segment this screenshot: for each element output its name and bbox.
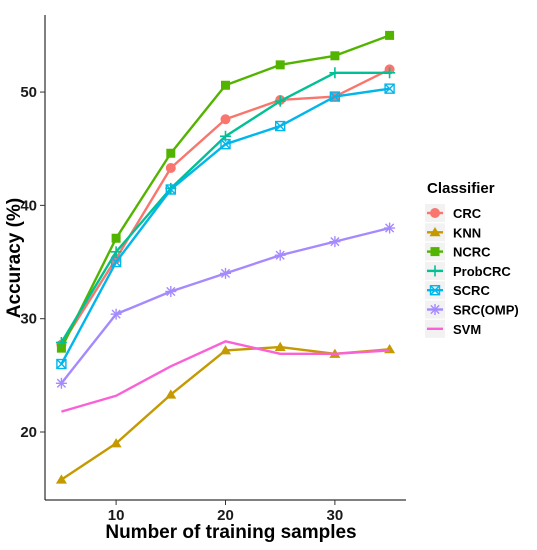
legend: Classifier CRC KNN NCRC ProbCRC SCRC SRC(OMP)…	[425, 180, 519, 338]
data-point-knn	[55, 474, 67, 484]
data-point-src-omp	[110, 308, 122, 320]
series-line-probcrc	[60, 71, 390, 344]
data-point-src-omp	[384, 222, 396, 234]
y-tick-label: 30	[20, 311, 37, 328]
data-point-probcrc	[274, 95, 286, 107]
data-point-ncrc	[56, 343, 66, 353]
x-axis-ticks: 10 20 30	[108, 500, 343, 524]
data-point-crc	[220, 114, 231, 125]
data-point-crc	[165, 162, 176, 173]
data-point-knn	[110, 438, 122, 448]
data-point-probcrc	[110, 246, 122, 258]
data-point-scrc	[384, 83, 395, 94]
data-point-ncrc	[330, 51, 340, 61]
series-src-omp	[55, 222, 396, 389]
legend-label: CRC	[453, 206, 482, 221]
x-tick-label: 30	[327, 507, 344, 524]
plot-area	[55, 30, 396, 484]
series-probcrc	[55, 67, 396, 348]
y-tick-label: 50	[20, 84, 37, 101]
data-point-scrc	[110, 256, 122, 268]
legend-key-marker	[430, 208, 440, 218]
y-axis-title: Accuracy (%)	[4, 198, 25, 318]
data-point-probcrc	[55, 336, 67, 348]
data-point-ncrc	[385, 30, 395, 40]
data-point-scrc	[165, 184, 177, 195]
series-svm	[61, 340, 390, 413]
y-tick-label: 20	[20, 424, 37, 441]
series-line-knn	[60, 345, 390, 481]
data-point-ncrc	[275, 60, 285, 70]
x-tick-label: 20	[217, 507, 234, 524]
legend-item-svm: SVM	[425, 319, 481, 338]
legend-item-crc: CRC	[425, 204, 482, 222]
data-point-src-omp	[220, 267, 231, 279]
legend-key-marker	[429, 285, 441, 296]
series-line-svm	[61, 340, 390, 413]
data-point-src-omp	[55, 377, 67, 389]
legend-key-marker	[429, 227, 441, 237]
legend-label: ProbCRC	[453, 264, 511, 279]
legend-key-marker	[430, 247, 440, 257]
legend-item-ncrc: NCRC	[425, 242, 491, 261]
data-point-scrc	[220, 138, 231, 150]
legend-label: KNN	[453, 225, 481, 240]
legend-item-src-omp: SRC(OMP)	[425, 300, 519, 319]
legend-item-scrc: SCRC	[425, 281, 490, 300]
data-point-probcrc	[329, 67, 341, 79]
series-scrc	[56, 83, 395, 370]
data-point-ncrc	[111, 233, 121, 243]
legend-item-probcrc: ProbCRC	[425, 261, 511, 280]
legend-key-marker	[429, 265, 441, 277]
data-point-scrc	[274, 120, 286, 132]
series-ncrc	[56, 30, 395, 353]
series-crc	[56, 64, 395, 350]
data-point-ncrc	[221, 80, 230, 90]
legend-key-marker	[429, 304, 441, 315]
y-axis-ticks: 20 30 40 50	[20, 84, 45, 441]
data-point-knn	[220, 345, 231, 355]
legend-item-knn: KNN	[425, 223, 481, 242]
data-point-src-omp	[274, 249, 286, 261]
x-tick-label: 10	[108, 507, 125, 524]
data-point-knn	[274, 341, 286, 352]
series-line-crc	[60, 68, 391, 346]
data-point-scrc	[329, 91, 341, 102]
data-point-probcrc	[384, 67, 396, 79]
legend-title: Classifier	[427, 180, 495, 197]
data-point-scrc	[56, 358, 67, 370]
series-knn	[55, 341, 396, 484]
data-point-src-omp	[165, 285, 177, 297]
legend-label: NCRC	[453, 245, 491, 260]
legend-label: SCRC	[453, 283, 490, 298]
data-point-ncrc	[166, 148, 176, 158]
y-tick-label: 40	[20, 197, 37, 214]
legend-label: SVM	[453, 322, 481, 337]
data-point-knn	[165, 389, 177, 399]
x-axis-title: Number of training samples	[105, 522, 356, 543]
legend-label: SRC(OMP)	[453, 303, 519, 318]
data-point-src-omp	[329, 236, 341, 248]
